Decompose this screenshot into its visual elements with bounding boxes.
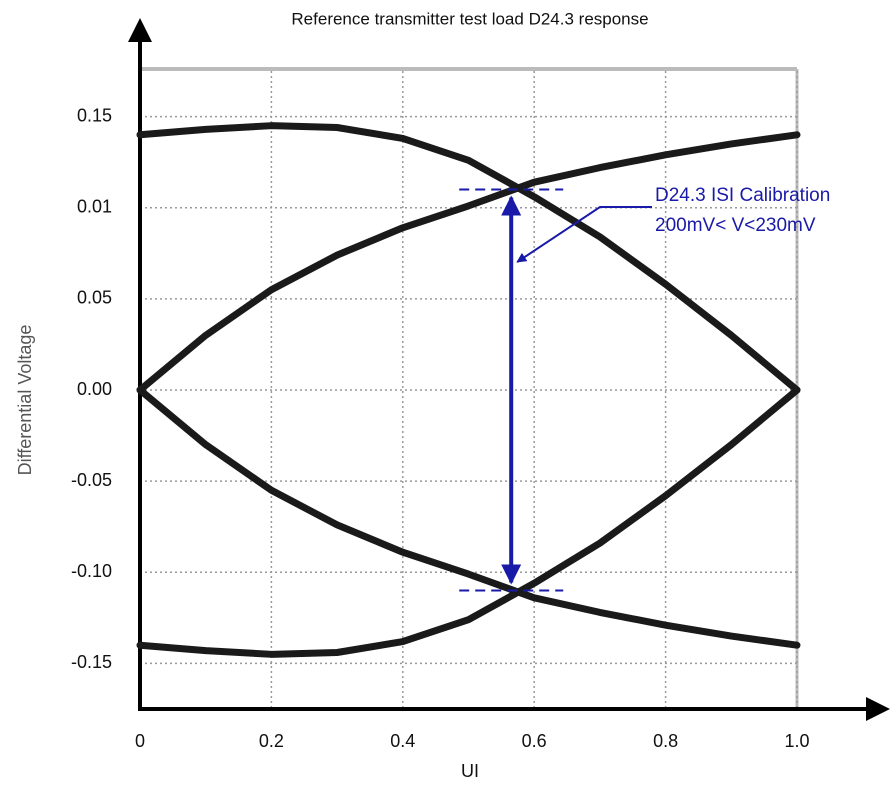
y-tick-label: 0.15 <box>77 105 112 125</box>
eye-trace <box>136 122 801 394</box>
y-tick-label: -0.05 <box>71 470 112 490</box>
x-tick-label: 0.6 <box>522 731 547 751</box>
eye-trace <box>136 386 801 649</box>
eye-trace <box>136 131 801 394</box>
annotation-pointer <box>516 206 652 263</box>
x-tick-label: 0.8 <box>653 731 678 751</box>
eye-trace <box>136 386 801 658</box>
x-tick-label: 0.2 <box>259 731 284 751</box>
x-tick-label: 0 <box>135 731 145 751</box>
x-axis-label: UI <box>461 761 479 781</box>
x-tick-label: 1.0 <box>784 731 809 751</box>
annotation-text: D24.3 ISI Calibration <box>655 185 830 206</box>
y-tick-label: -0.10 <box>71 561 112 581</box>
chart-title: Reference transmitter test load D24.3 re… <box>291 9 648 28</box>
annotation-text: 200mV< V<230mV <box>655 215 816 236</box>
y-tick-label: 0.00 <box>77 379 112 399</box>
y-tick-label: 0.05 <box>77 288 112 308</box>
y-tick-label: -0.15 <box>71 652 112 672</box>
x-tick-label: 0.4 <box>390 731 415 751</box>
y-tick-label: 0.01 <box>77 196 112 216</box>
y-axis-label: Differential Voltage <box>15 325 35 476</box>
